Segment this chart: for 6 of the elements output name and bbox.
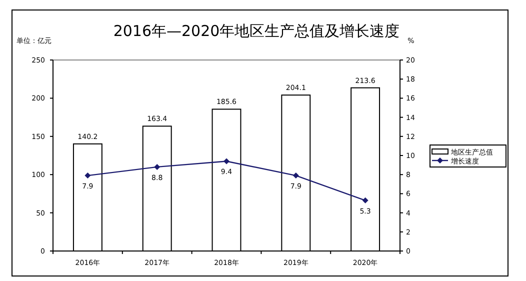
point: [84, 172, 91, 179]
chart-title: 2016年—2020年地区生产总值及增长速度: [113, 22, 400, 40]
point: [292, 172, 299, 179]
point: [224, 158, 230, 164]
point: [154, 164, 160, 170]
point: [362, 197, 368, 204]
